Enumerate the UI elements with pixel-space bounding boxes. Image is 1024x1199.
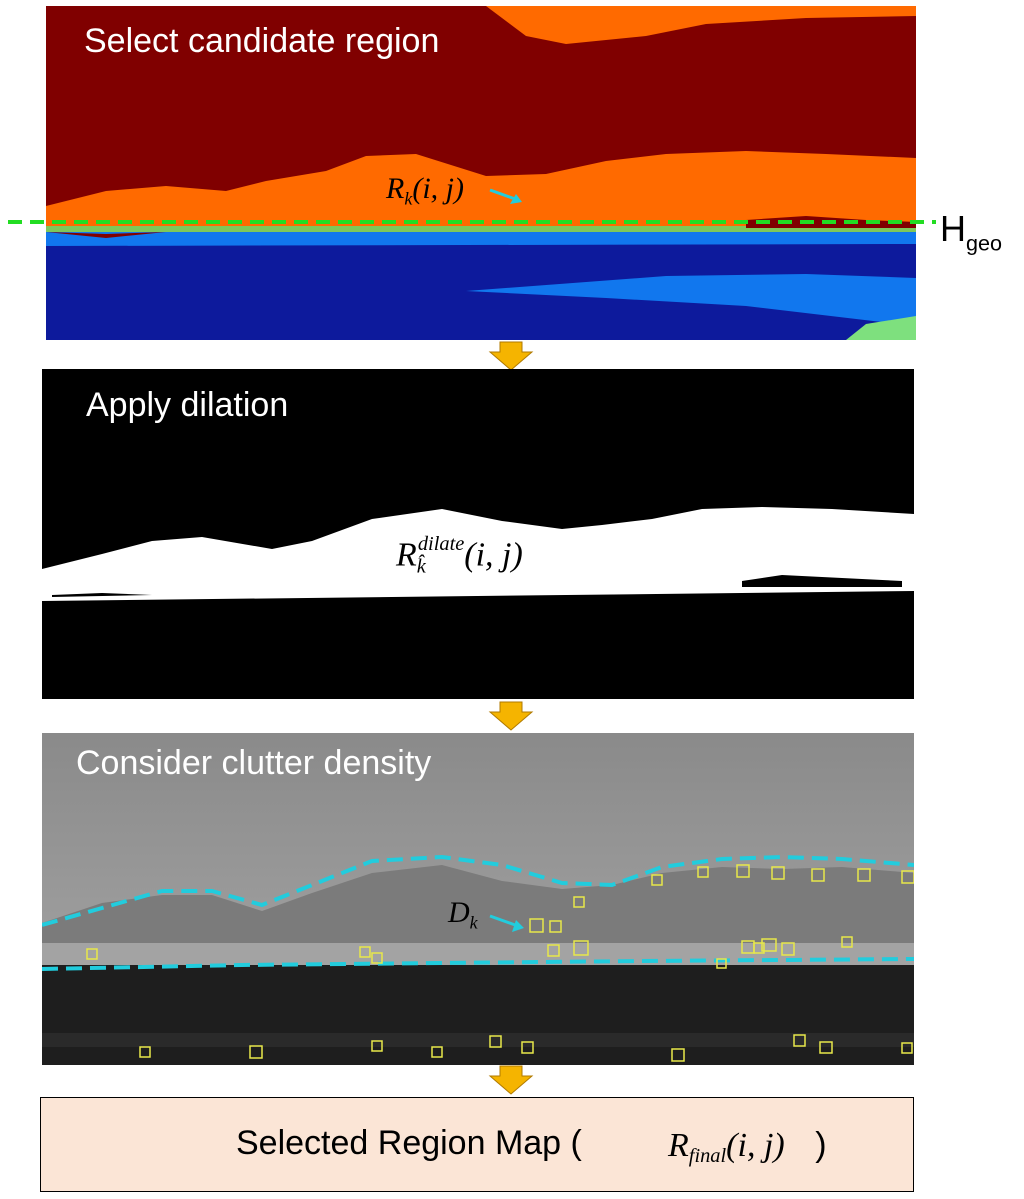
candidate-title: Select candidate region — [84, 22, 440, 60]
clutter-title: Consider clutter density — [76, 744, 432, 782]
dilation-title: Apply dilation — [86, 386, 289, 424]
clutter-panel — [42, 733, 914, 1065]
hgeo-line — [8, 220, 936, 224]
dk-label: Dk — [448, 896, 478, 933]
candidate-region-panel — [46, 6, 916, 340]
final-math: Rfinal(i, j) ) — [668, 1126, 827, 1168]
segmentation-map — [46, 6, 916, 340]
final-region-box — [40, 1097, 914, 1192]
flow-arrow-1 — [488, 341, 534, 371]
rk-arrow — [489, 188, 522, 204]
hgeo-label: Hgeo — [940, 208, 1003, 256]
dk-arrow — [489, 914, 524, 932]
rk-label: Rk(i, j) — [386, 172, 464, 209]
flow-arrow-2 — [488, 701, 534, 731]
flow-arrow-3 — [488, 1065, 534, 1095]
dilate-label: Rk̂dilate(i, j) — [396, 533, 523, 578]
dilation-mask — [42, 369, 914, 699]
final-label: Selected Region Map ( — [236, 1124, 582, 1162]
dilation-panel — [42, 369, 914, 699]
clutter-image — [42, 733, 914, 1065]
